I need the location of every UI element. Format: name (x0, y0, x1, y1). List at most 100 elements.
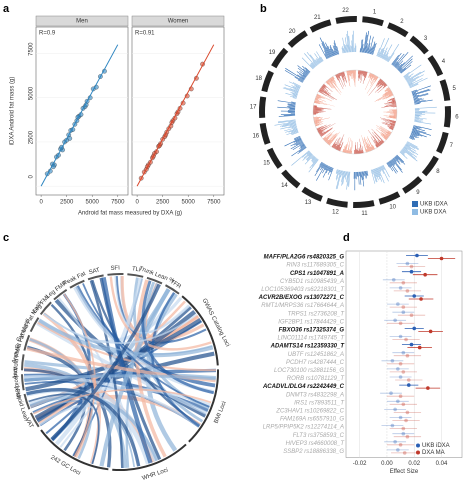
chromosome-label: 4 (442, 59, 446, 65)
estimate (412, 327, 416, 331)
manhattan-bar (290, 109, 295, 110)
manhattan-bar (374, 132, 384, 143)
segment-arc (107, 274, 123, 275)
segment-label: SAT (88, 267, 101, 276)
chromosome-band (362, 16, 384, 26)
manhattan-bar (415, 114, 425, 115)
x-tick-label: 2500 (156, 200, 170, 206)
estimate (399, 394, 403, 398)
chromosome-label: 22 (342, 8, 349, 14)
chromosome-band (260, 123, 271, 145)
estimate (403, 451, 407, 455)
manhattan-bar (354, 172, 355, 190)
row-label: CPS1 rs1047891_A (290, 271, 344, 277)
manhattan-bar (352, 70, 353, 73)
estimate (406, 289, 410, 293)
manhattan-bar (360, 48, 361, 52)
x-tick-label: -0.02 (353, 461, 367, 467)
estimate (406, 262, 410, 266)
estimate (410, 265, 414, 269)
chromosome-label: 2 (400, 19, 404, 25)
manhattan-bar (325, 43, 332, 57)
estimate (393, 319, 397, 323)
chromosome-label: 15 (263, 160, 270, 166)
manhattan-bar (357, 150, 358, 154)
manhattan-bar (415, 113, 435, 114)
x-tick-label: 5000 (182, 200, 196, 206)
manhattan-bar (415, 113, 422, 114)
x-axis-label: Effect Size (390, 469, 419, 475)
manhattan-bar (351, 46, 352, 52)
estimate (393, 440, 397, 444)
manhattan-bar (415, 116, 419, 117)
manhattan-bar (394, 115, 397, 116)
manhattan-bar (388, 98, 395, 101)
estimate (406, 411, 410, 415)
estimate (412, 294, 416, 298)
manhattan-bar (354, 48, 355, 52)
manhattan-bar (289, 81, 301, 87)
estimate (407, 378, 411, 382)
row-label: LRP5/PPIP5K2 rs12274114_A (263, 425, 344, 431)
manhattan-bar (320, 89, 337, 100)
estimate (393, 408, 397, 412)
row-label: TRPS1 rs2736208_T (288, 311, 346, 317)
estimate (402, 351, 406, 355)
manhattan-bar (291, 150, 309, 165)
manhattan-bar (388, 53, 395, 63)
estimate (406, 354, 410, 358)
panel-letter: b (260, 3, 267, 15)
chromosome-label: 16 (252, 133, 259, 139)
legend-label: UKB iDXA (420, 202, 448, 208)
chromosome-label: 11 (361, 211, 368, 217)
chromosome-label: 12 (332, 210, 339, 216)
x-tick-label: 0.04 (436, 461, 448, 467)
estimate (402, 370, 406, 374)
chromosome-band (353, 200, 375, 208)
chromosome-label: 14 (281, 183, 288, 189)
estimate (389, 391, 393, 395)
manhattan-bar (415, 115, 420, 116)
manhattan-bar (375, 83, 385, 93)
x-axis-label: Android fat mass measured by DXA (g) (78, 211, 182, 217)
x-tick-label: 0.02 (408, 461, 420, 467)
chromosome-label: 21 (314, 15, 321, 21)
manhattan-bar (415, 115, 422, 116)
chromosome-label: 13 (305, 200, 312, 206)
row-label: FBXO36 rs17325374_G (279, 327, 345, 333)
manhattan-bar (376, 125, 390, 134)
row-label: PCDH7 rs4287444_C (286, 360, 345, 366)
manhattan-bar (355, 172, 356, 179)
chromosome-label: 18 (255, 76, 262, 82)
manhattan-bar (351, 141, 352, 154)
manhattan-bar (379, 128, 390, 135)
manhattan-bar (415, 117, 420, 118)
manhattan-bar (314, 118, 330, 122)
estimate (399, 375, 403, 379)
manhattan-bar (415, 112, 425, 113)
chromosome-band (326, 198, 348, 208)
row-label: LINC01114 rs1749745_T (278, 336, 346, 342)
manhattan-bar (281, 111, 295, 112)
estimate (440, 257, 444, 261)
manhattan-bar (289, 109, 295, 110)
manhattan-bar (380, 126, 392, 133)
panel-letter: a (3, 3, 10, 15)
manhattan-bar (361, 135, 366, 153)
segment-label: 242 GC Loci (49, 455, 81, 477)
estimate (404, 338, 408, 342)
manhattan-bar (343, 72, 346, 83)
row-label: DNMT3 rs4832298_A (286, 392, 344, 398)
manhattan-bar (288, 112, 295, 113)
manhattan-bar (324, 134, 331, 141)
estimate (410, 270, 414, 274)
estimate (396, 367, 400, 371)
manhattan-bar (327, 133, 336, 144)
row-label: IRS1 rs7893511_T (294, 400, 345, 406)
segment-label: WHR Loci (141, 468, 169, 482)
estimate (396, 400, 400, 404)
manhattan-bar (356, 46, 357, 52)
segment-label: SFI (110, 265, 120, 271)
estimate (399, 443, 403, 447)
estimate (418, 346, 422, 350)
